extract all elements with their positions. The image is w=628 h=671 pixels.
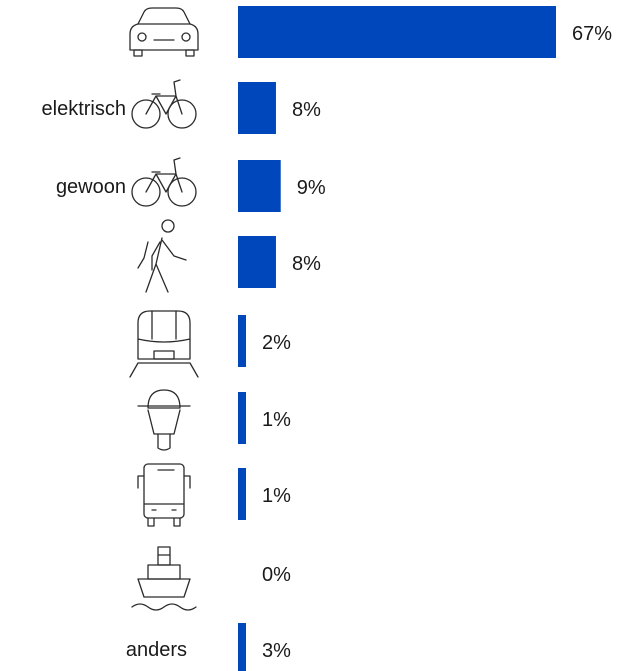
car-icon — [129, 7, 199, 57]
value-label: 1% — [262, 485, 291, 507]
motorcycle-icon — [137, 389, 191, 451]
category-labels: elektrisch gewoon anders — [42, 98, 187, 661]
value-label: 2% — [262, 332, 291, 354]
train-icon — [129, 310, 199, 378]
value-label: 8% — [292, 253, 321, 275]
value-label: 9% — [297, 177, 326, 199]
bicycle-icon — [131, 79, 197, 129]
bar — [238, 6, 556, 58]
bus-icon — [137, 463, 191, 527]
bar — [238, 82, 276, 134]
category-label: gewoon — [56, 176, 126, 198]
bar — [238, 468, 246, 520]
value-label: 8% — [292, 99, 321, 121]
boat-icon — [131, 546, 197, 611]
bicycle-icon — [131, 157, 197, 207]
category-label: anders — [126, 639, 187, 661]
bar — [238, 623, 246, 671]
bars — [238, 6, 556, 671]
value-label: 3% — [262, 640, 291, 662]
pedestrian-icon — [137, 219, 187, 293]
value-label: 0% — [262, 564, 291, 586]
category-label: elektrisch — [42, 98, 126, 120]
value-labels: 67% 8% 9% 8% 2% 1% 1% 0% 3% — [262, 23, 612, 662]
bar — [238, 236, 276, 288]
value-label: 67% — [572, 23, 612, 45]
bar — [238, 392, 246, 444]
value-label: 1% — [262, 409, 291, 431]
bar — [238, 315, 246, 367]
bar — [238, 160, 281, 212]
category-icons — [129, 7, 199, 611]
